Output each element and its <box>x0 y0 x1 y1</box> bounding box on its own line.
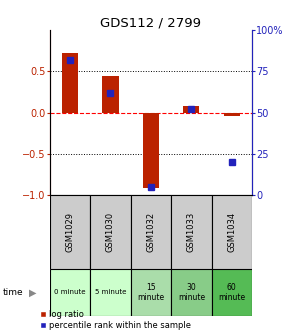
Text: GSM1033: GSM1033 <box>187 212 196 252</box>
Text: ▶: ▶ <box>29 287 37 297</box>
Text: 30
minute: 30 minute <box>178 283 205 302</box>
Bar <box>183 106 200 113</box>
Bar <box>50 269 90 316</box>
Text: GSM1032: GSM1032 <box>146 212 155 252</box>
Bar <box>62 53 78 113</box>
Text: time: time <box>3 288 23 297</box>
Bar <box>90 269 131 316</box>
Text: GSM1030: GSM1030 <box>106 212 115 252</box>
Bar <box>171 195 212 269</box>
Bar <box>131 195 171 269</box>
Bar <box>224 113 240 116</box>
Text: 60
minute: 60 minute <box>218 283 245 302</box>
Text: 15
minute: 15 minute <box>137 283 164 302</box>
Title: GDS112 / 2799: GDS112 / 2799 <box>100 16 201 29</box>
Bar <box>143 113 159 188</box>
Text: 5 minute: 5 minute <box>95 289 126 295</box>
Bar <box>90 195 131 269</box>
Bar <box>102 76 119 113</box>
Bar <box>212 269 252 316</box>
Text: GSM1029: GSM1029 <box>66 212 74 252</box>
Legend: log ratio, percentile rank within the sample: log ratio, percentile rank within the sa… <box>39 310 191 330</box>
Text: GSM1034: GSM1034 <box>227 212 236 252</box>
Text: 0 minute: 0 minute <box>54 289 86 295</box>
Bar <box>131 269 171 316</box>
Bar <box>212 195 252 269</box>
Bar <box>50 195 90 269</box>
Bar <box>171 269 212 316</box>
